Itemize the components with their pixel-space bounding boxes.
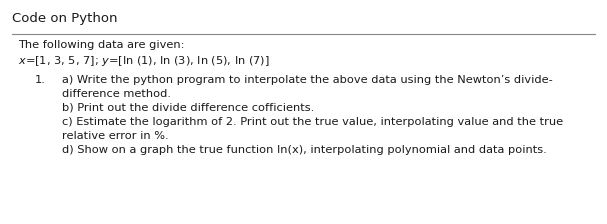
- Text: 1.: 1.: [35, 75, 46, 85]
- Text: Code on Python: Code on Python: [12, 12, 118, 25]
- Text: $x$=[1, 3, 5, 7]; $y$=[ln (1), ln (3), ln (5), ln (7)]: $x$=[1, 3, 5, 7]; $y$=[ln (1), ln (3), l…: [18, 54, 270, 68]
- Text: difference method.: difference method.: [62, 89, 171, 99]
- Text: b) Print out the divide difference cofficients.: b) Print out the divide difference coffi…: [62, 103, 314, 113]
- Text: d) Show on a graph the true function ln(x), interpolating polynomial and data po: d) Show on a graph the true function ln(…: [62, 145, 547, 155]
- Text: The following data are given:: The following data are given:: [18, 40, 185, 50]
- Text: a) Write the python program to interpolate the above data using the Newton’s div: a) Write the python program to interpola…: [62, 75, 553, 85]
- Text: c) Estimate the logarithm of 2. Print out the true value, interpolating value an: c) Estimate the logarithm of 2. Print ou…: [62, 117, 563, 127]
- Text: relative error in %.: relative error in %.: [62, 131, 169, 141]
